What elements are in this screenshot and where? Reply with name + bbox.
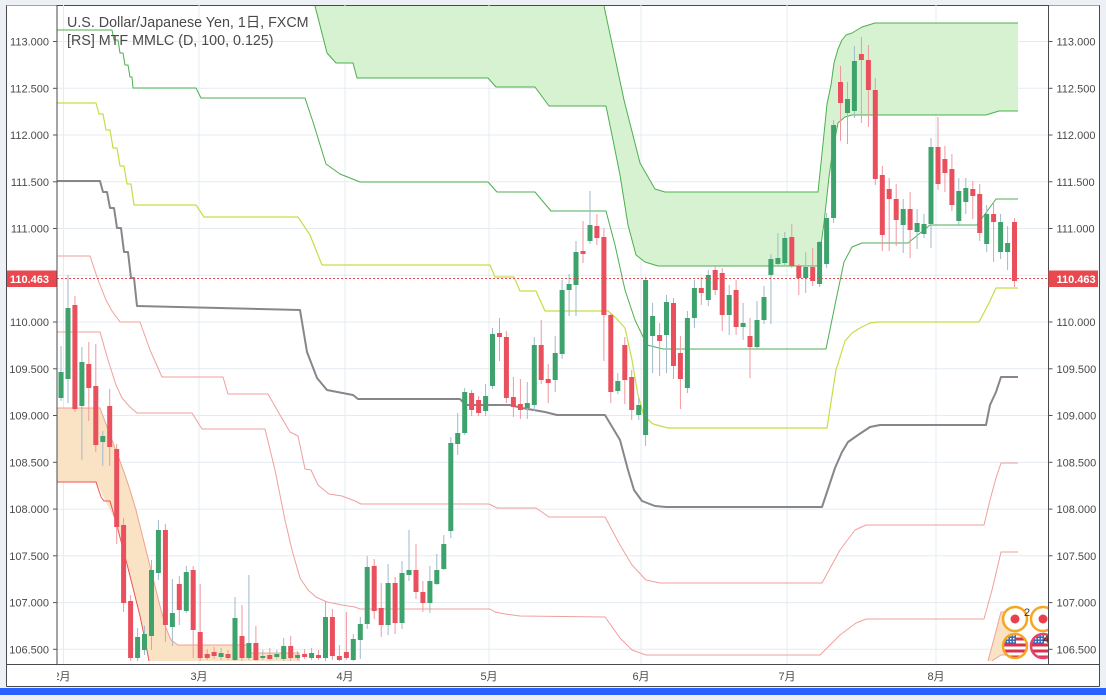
svg-text:109.500: 109.500: [9, 364, 49, 376]
svg-text:2月: 2月: [53, 671, 70, 683]
svg-text:6月: 6月: [632, 671, 649, 683]
svg-text:112.500: 112.500: [10, 83, 49, 95]
svg-text:112.000: 112.000: [10, 130, 49, 142]
svg-text:110.463: 110.463: [10, 274, 49, 286]
svg-text:4月: 4月: [336, 671, 353, 683]
svg-text:108.000: 108.000: [1057, 504, 1097, 516]
svg-text:110.000: 110.000: [1057, 317, 1096, 329]
svg-text:108.500: 108.500: [9, 457, 49, 469]
svg-text:7月: 7月: [778, 671, 795, 683]
svg-text:107.500: 107.500: [9, 551, 49, 563]
svg-text:111.500: 111.500: [1057, 177, 1095, 189]
svg-text:107.000: 107.000: [9, 598, 49, 610]
svg-text:112.500: 112.500: [1057, 83, 1096, 95]
svg-text:107.000: 107.000: [1057, 598, 1097, 610]
svg-text:110.463: 110.463: [1057, 274, 1096, 286]
svg-text:109.500: 109.500: [1057, 364, 1097, 376]
svg-text:112.000: 112.000: [1057, 130, 1096, 142]
svg-text:2: 2: [1024, 607, 1030, 619]
svg-text:106.500: 106.500: [9, 644, 49, 656]
svg-text:109.000: 109.000: [1057, 411, 1097, 423]
svg-text:[RS] MTF MMLC (D, 100, 0.125): [RS] MTF MMLC (D, 100, 0.125): [67, 33, 274, 49]
svg-text:U.S. Dollar/Japanese Yen, 1日,: U.S. Dollar/Japanese Yen, 1日, FXCM: [67, 15, 309, 31]
svg-text:113.000: 113.000: [1057, 37, 1096, 49]
svg-text:111.500: 111.500: [11, 177, 49, 189]
svg-text:108.500: 108.500: [1057, 457, 1097, 469]
svg-text:110.000: 110.000: [10, 317, 49, 329]
svg-text:107.500: 107.500: [1057, 551, 1097, 563]
svg-text:111.000: 111.000: [11, 224, 49, 236]
svg-text:106.500: 106.500: [1057, 644, 1097, 656]
svg-text:113.000: 113.000: [10, 37, 49, 49]
svg-text:4: 4: [1043, 634, 1049, 646]
svg-text:3月: 3月: [190, 671, 207, 683]
svg-text:8月: 8月: [927, 671, 944, 683]
svg-text:111.000: 111.000: [1057, 224, 1095, 236]
svg-text:109.000: 109.000: [9, 411, 49, 423]
svg-text:5月: 5月: [480, 671, 497, 683]
svg-text:108.000: 108.000: [9, 504, 49, 516]
